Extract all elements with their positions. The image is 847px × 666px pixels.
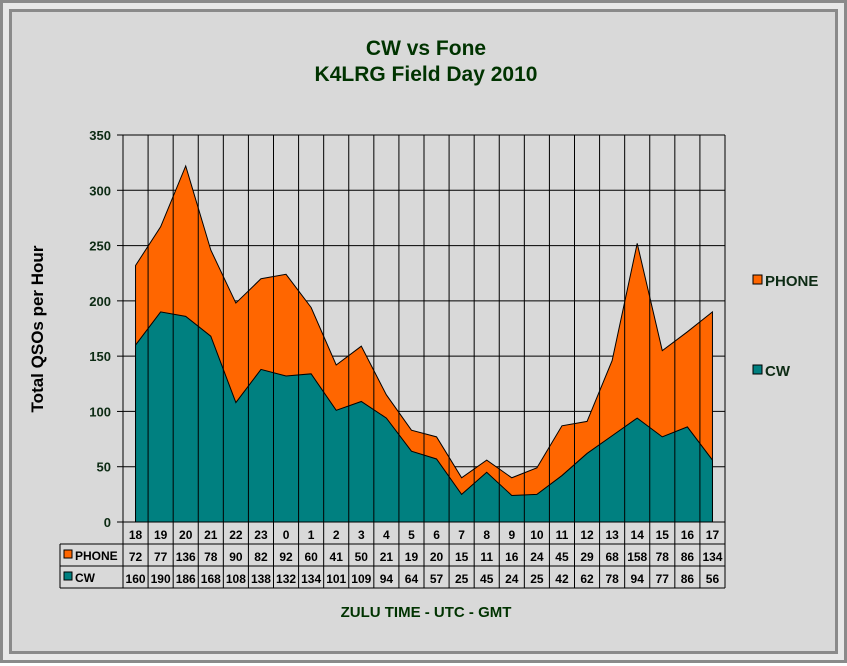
y-tick-label: 0 <box>104 515 111 530</box>
x-category-label: 8 <box>483 528 490 542</box>
data-label-phone: 60 <box>304 550 318 564</box>
x-category-label: 18 <box>129 528 143 542</box>
data-label-cw: 25 <box>455 572 469 586</box>
chart-title: CW vs Fone <box>366 37 486 60</box>
table-key-cw <box>63 571 73 581</box>
data-label-phone: 86 <box>681 550 695 564</box>
x-category-label: 21 <box>204 528 218 542</box>
x-category-label: 3 <box>358 528 365 542</box>
x-category-label: 16 <box>681 528 695 542</box>
data-label-phone: 15 <box>455 550 469 564</box>
x-category-label: 5 <box>408 528 415 542</box>
data-label-cw: 168 <box>201 572 221 586</box>
data-label-cw: 108 <box>226 572 246 586</box>
x-category-label: 4 <box>383 528 390 542</box>
data-label-cw: 25 <box>530 572 544 586</box>
y-tick-label: 250 <box>89 239 111 254</box>
data-label-phone: 82 <box>254 550 268 564</box>
chart-svg: CW vs Fone K4LRG Field Day 2010 Total QSOs… <box>28 37 818 621</box>
data-label-cw: 101 <box>326 572 346 586</box>
data-label-cw: 56 <box>706 572 720 586</box>
data-label-cw: 109 <box>351 572 371 586</box>
data-label-cw: 86 <box>681 572 695 586</box>
data-label-phone: 50 <box>355 550 369 564</box>
data-label-cw: 160 <box>126 572 146 586</box>
y-axis-label: Total QSOs per Hour <box>28 245 47 412</box>
data-label-phone: 24 <box>530 550 544 564</box>
data-label-phone: 92 <box>279 550 293 564</box>
y-tick-label: 150 <box>89 349 111 364</box>
data-label-phone: 90 <box>229 550 243 564</box>
data-label-phone: 20 <box>430 550 444 564</box>
legend-swatch-phone <box>752 274 763 285</box>
x-category-label: 12 <box>580 528 594 542</box>
data-label-cw: 94 <box>631 572 645 586</box>
x-category-label: 19 <box>154 528 168 542</box>
y-tick-label: 350 <box>89 128 111 143</box>
x-category-label: 14 <box>631 528 645 542</box>
data-label-phone: 21 <box>380 550 394 564</box>
x-category-label: 6 <box>433 528 440 542</box>
y-tick-label: 200 <box>89 294 111 309</box>
data-label-cw: 186 <box>176 572 196 586</box>
x-category-label: 15 <box>656 528 670 542</box>
data-label-cw: 78 <box>605 572 619 586</box>
x-category-label: 22 <box>229 528 243 542</box>
data-label-phone: 158 <box>627 550 647 564</box>
data-label-cw: 45 <box>480 572 494 586</box>
x-category-label: 11 <box>556 528 569 542</box>
data-label-phone: 29 <box>580 550 594 564</box>
data-label-phone: 78 <box>656 550 670 564</box>
data-label-cw: 134 <box>301 572 321 586</box>
data-label-cw: 132 <box>276 572 296 586</box>
data-label-cw: 190 <box>151 572 171 586</box>
data-label-phone: 134 <box>702 550 722 564</box>
data-label-phone: 77 <box>154 550 168 564</box>
table-row-label-cw: CW <box>75 571 96 585</box>
data-label-cw: 42 <box>555 572 569 586</box>
x-category-label: 7 <box>458 528 465 542</box>
x-category-label: 1 <box>308 528 315 542</box>
legend-label-cw: CW <box>765 363 791 380</box>
data-label-phone: 68 <box>605 550 619 564</box>
x-category-label: 17 <box>706 528 720 542</box>
data-label-cw: 94 <box>380 572 394 586</box>
x-category-label: 9 <box>508 528 515 542</box>
data-label-phone: 41 <box>330 550 344 564</box>
table-row-label-phone: PHONE <box>75 549 118 563</box>
x-category-label: 13 <box>605 528 619 542</box>
chart-subtitle: K4LRG Field Day 2010 <box>315 63 538 86</box>
x-category-label: 10 <box>530 528 544 542</box>
legend-label-phone: PHONE <box>765 273 818 290</box>
x-category-label: 0 <box>283 528 290 542</box>
data-label-cw: 62 <box>580 572 594 586</box>
y-tick-label: 300 <box>89 183 111 198</box>
data-label-phone: 72 <box>129 550 143 564</box>
y-tick-label: 50 <box>97 460 111 475</box>
area-cw <box>135 311 713 523</box>
data-label-phone: 16 <box>505 550 519 564</box>
data-label-cw: 138 <box>251 572 271 586</box>
data-label-cw: 77 <box>656 572 670 586</box>
x-axis-label: ZULU TIME - UTC - GMT <box>341 604 512 621</box>
data-label-cw: 57 <box>430 572 444 586</box>
x-category-label: 2 <box>333 528 340 542</box>
x-category-label: 20 <box>179 528 193 542</box>
data-label-phone: 136 <box>176 550 196 564</box>
x-category-label: 23 <box>254 528 268 542</box>
legend-swatch-cw <box>752 364 763 375</box>
data-label-phone: 19 <box>405 550 419 564</box>
y-tick-label: 100 <box>89 404 111 419</box>
data-label-phone: 11 <box>480 550 493 564</box>
data-label-phone: 78 <box>204 550 218 564</box>
data-label-phone: 45 <box>555 550 569 564</box>
data-label-cw: 64 <box>405 572 419 586</box>
data-label-cw: 24 <box>505 572 519 586</box>
table-key-phone <box>63 549 73 559</box>
